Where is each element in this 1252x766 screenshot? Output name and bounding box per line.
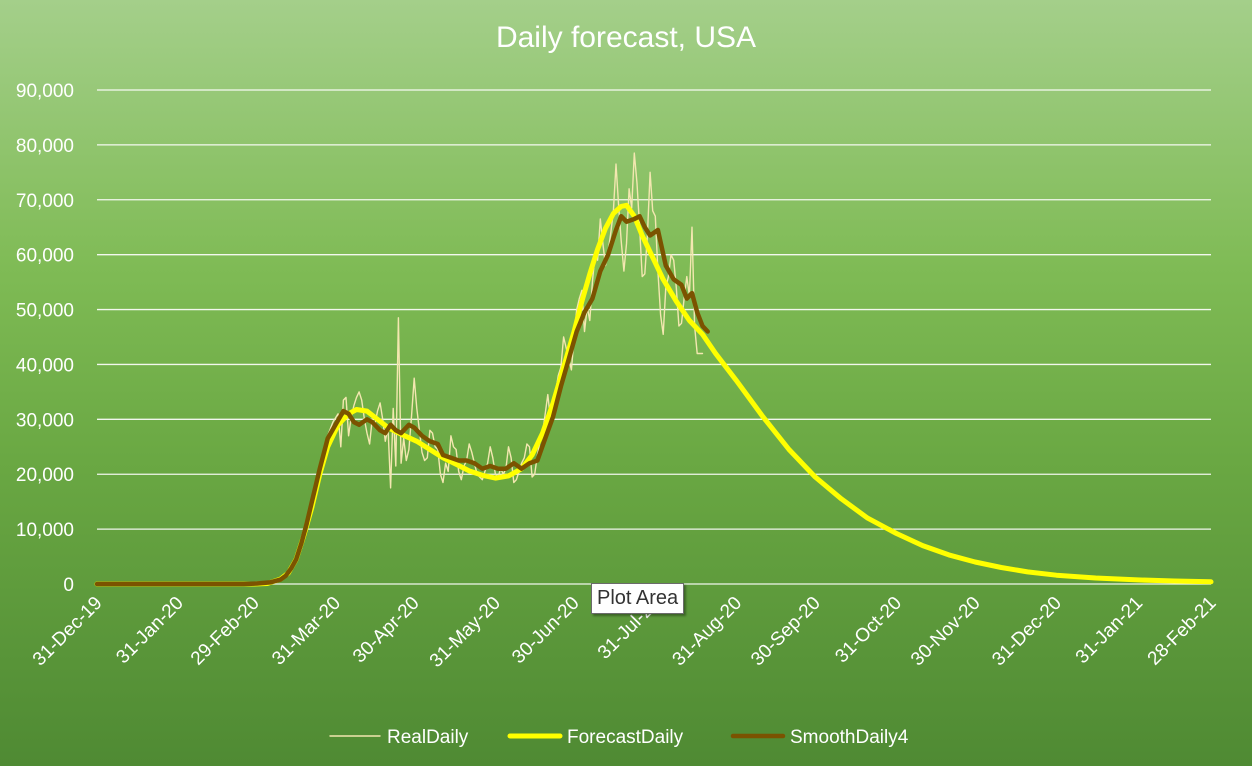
series-lines[interactable] [94,152,1214,587]
chart-title: Daily forecast, USA [496,21,756,54]
x-tick-label: 30-Jun-20 [508,593,583,668]
x-tick-label: 31-Dec-19 [29,593,107,671]
legend[interactable]: RealDaily ForecastDaily SmoothDaily4 [329,727,909,748]
y-axis-tick-labels: 0 10,000 20,000 30,000 40,000 50,000 60,000 70,… [16,81,74,596]
y-tick-label: 0 [63,575,74,596]
y-tick-label: 70,000 [16,191,74,212]
legend-label: SmoothDaily4 [790,727,909,748]
y-tick-label: 20,000 [16,465,74,486]
x-tick-label: 31-Jan-20 [112,593,187,668]
series-line-forecastdaily[interactable] [94,202,1214,587]
x-tick-label: 30-Apr-20 [349,593,424,668]
y-tick-label: 10,000 [16,520,74,541]
plot-area-tooltip: Plot Area [591,583,685,614]
y-tick-label: 50,000 [16,301,74,322]
y-tick-label: 60,000 [16,246,74,267]
series-line-smoothdaily4[interactable] [94,213,710,587]
legend-label: ForecastDaily [567,727,684,748]
legend-item-smoothdaily4[interactable]: SmoothDaily4 [730,727,909,748]
x-tick-label: 30-Sep-20 [747,593,825,671]
x-tick-label: 31-Oct-20 [831,593,906,668]
x-tick-label: 31-May-20 [426,593,505,672]
legend-label: RealDaily [387,727,469,748]
legend-item-realdaily[interactable]: RealDaily [329,727,469,748]
x-tick-label: 29-Feb-20 [187,593,264,670]
gridlines [97,89,1211,585]
x-tick-label: 28-Feb-21 [1144,593,1221,670]
legend-item-forecastdaily[interactable]: ForecastDaily [507,727,684,748]
y-tick-label: 30,000 [16,410,74,431]
x-tick-label: 31-Jan-21 [1072,593,1147,668]
series-line-realdaily[interactable] [96,152,704,585]
x-tick-label: 31-Dec-20 [988,593,1066,671]
x-tick-label: 30-Nov-20 [907,593,985,671]
x-tick-label: 31-Mar-20 [268,593,345,670]
y-tick-label: 80,000 [16,136,74,157]
y-tick-label: 40,000 [16,355,74,376]
y-tick-label: 90,000 [16,81,74,102]
